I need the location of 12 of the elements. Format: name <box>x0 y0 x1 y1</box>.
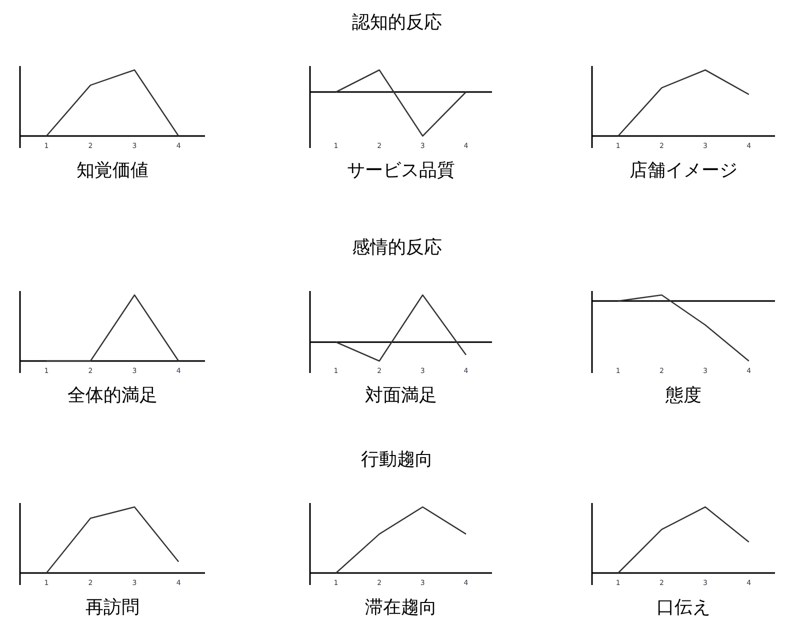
text: 口伝え <box>656 597 710 618</box>
text: サービス品質 <box>347 160 455 181</box>
text: 対面満足 <box>365 385 437 406</box>
text: 再訪問 <box>86 597 140 618</box>
text: 滞在趨向 <box>365 597 437 618</box>
text: 認知的反応 <box>352 12 442 33</box>
text: 全体的満足 <box>68 385 158 406</box>
text: 態度 <box>664 385 702 406</box>
text: 行動趨向 <box>361 449 433 470</box>
text: 知覚価値 <box>76 160 148 181</box>
text: 感情的反応 <box>352 237 442 258</box>
text: 店舗イメージ <box>630 160 738 181</box>
